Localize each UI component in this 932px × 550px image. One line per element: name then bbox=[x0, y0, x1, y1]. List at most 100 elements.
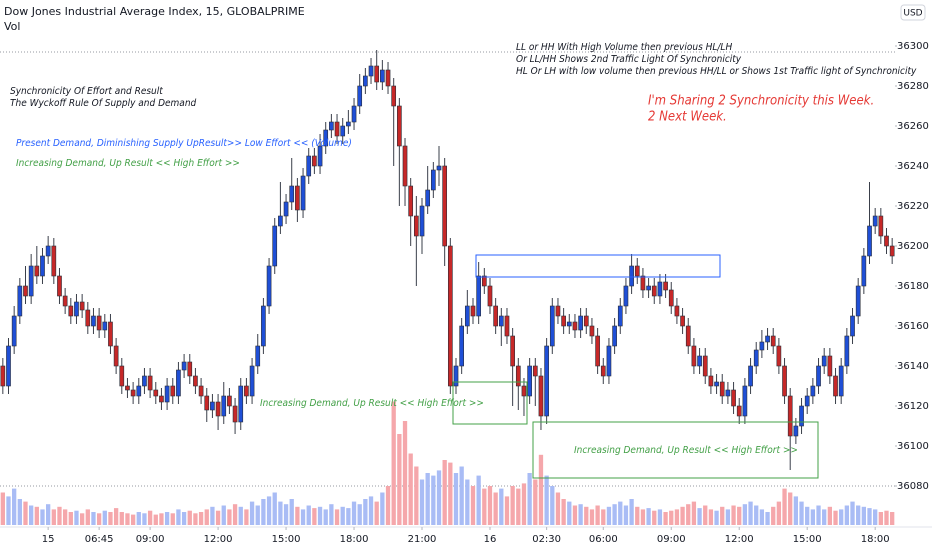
candle-body bbox=[62, 295, 68, 307]
candle-body bbox=[306, 155, 312, 177]
candle-body bbox=[765, 335, 770, 343]
candle-body bbox=[810, 385, 816, 397]
volume-bar bbox=[833, 510, 838, 525]
volume-bar bbox=[669, 510, 674, 525]
volume-bar bbox=[442, 460, 447, 525]
candle-body bbox=[821, 355, 827, 367]
volume-bar bbox=[62, 509, 68, 525]
volume-bar bbox=[504, 496, 510, 525]
x-tick-label: 06:45 bbox=[85, 534, 114, 545]
volume-bar bbox=[742, 504, 748, 525]
candle-body bbox=[385, 69, 391, 87]
candle-body bbox=[680, 315, 685, 327]
candle-body bbox=[532, 365, 538, 377]
volume-bar bbox=[300, 509, 306, 525]
candle-body bbox=[255, 345, 261, 367]
rule-note: Or LL/HH Shows 2nd Traffic Light Of Sync… bbox=[516, 54, 742, 65]
candle-body bbox=[804, 395, 810, 407]
candle-body bbox=[17, 285, 23, 317]
volume-bar bbox=[414, 466, 419, 525]
volume-bar bbox=[572, 505, 578, 525]
candle-body bbox=[198, 385, 204, 397]
volume-bar bbox=[232, 504, 238, 525]
volume-bar bbox=[79, 513, 85, 525]
y-tick-label: 36160 bbox=[897, 321, 929, 332]
volume-bar bbox=[856, 505, 861, 525]
volume-bar bbox=[323, 509, 328, 525]
volume-bar bbox=[827, 506, 833, 525]
candle-body bbox=[629, 265, 634, 287]
candle-body bbox=[181, 361, 187, 371]
volume-bar bbox=[23, 501, 28, 525]
volume-bar bbox=[618, 501, 623, 525]
volume-bar bbox=[861, 506, 866, 525]
volume-bar bbox=[57, 506, 62, 525]
volume-bar bbox=[164, 512, 170, 525]
candle-body bbox=[742, 385, 748, 417]
candle-body bbox=[527, 365, 532, 397]
candle-body bbox=[85, 309, 91, 327]
volume-bar bbox=[510, 486, 515, 525]
currency-box[interactable] bbox=[900, 4, 926, 21]
candle-body bbox=[295, 185, 300, 211]
volume-bar bbox=[810, 509, 816, 525]
volume-bar bbox=[130, 514, 136, 525]
volume-bar bbox=[799, 501, 804, 525]
volume-bar bbox=[499, 488, 504, 525]
y-tick-label: 36100 bbox=[897, 441, 929, 452]
candle-body bbox=[193, 375, 198, 387]
demand-note: Increasing Demand, Up Result << High Eff… bbox=[574, 445, 798, 456]
candle-body bbox=[453, 365, 459, 387]
candle-body bbox=[232, 405, 238, 423]
volume-bar bbox=[703, 505, 708, 525]
candle-body bbox=[91, 315, 96, 327]
volume-bar bbox=[45, 504, 51, 525]
volume-bar bbox=[731, 505, 736, 525]
candle-body bbox=[176, 369, 181, 397]
volume-bar bbox=[193, 513, 198, 525]
candle-body bbox=[600, 365, 606, 377]
candle-body bbox=[646, 285, 651, 291]
candle-body bbox=[283, 201, 289, 217]
candle-body bbox=[357, 85, 363, 107]
candle-body bbox=[515, 365, 521, 387]
candle-body bbox=[11, 315, 17, 347]
volume-bar bbox=[147, 510, 153, 525]
volume-bar bbox=[289, 499, 294, 525]
volume-bar bbox=[68, 512, 73, 525]
candle-body bbox=[368, 65, 374, 77]
candle-body bbox=[119, 365, 125, 387]
volume-bar bbox=[85, 509, 90, 525]
volume-bar bbox=[187, 510, 192, 525]
candle-body bbox=[113, 345, 119, 367]
candle-body bbox=[142, 375, 147, 387]
candle-body bbox=[787, 395, 793, 437]
candle-body bbox=[583, 315, 589, 327]
volume-bar bbox=[782, 488, 787, 525]
rule-note: LL or HH With High Volume then previous … bbox=[516, 42, 732, 53]
volume-bar bbox=[51, 509, 56, 525]
candle-body bbox=[782, 365, 787, 397]
volume-bar bbox=[816, 505, 821, 525]
candle-body bbox=[844, 335, 850, 367]
candle-body bbox=[731, 389, 736, 407]
volume-bar bbox=[635, 506, 640, 525]
volume-bar bbox=[470, 486, 476, 525]
candle-body bbox=[872, 215, 878, 227]
sharing-note: 2 Next Week. bbox=[648, 110, 727, 125]
candle-body bbox=[487, 285, 493, 307]
candle-body bbox=[408, 185, 414, 217]
candle-body bbox=[278, 215, 283, 227]
sharing-note: I'm Sharing 2 Synchronicity this Week. bbox=[648, 94, 874, 109]
candle-body bbox=[493, 305, 498, 327]
currency[interactable]: USD bbox=[903, 9, 922, 19]
candle-body bbox=[555, 305, 561, 317]
volume-bar bbox=[170, 513, 175, 525]
candle-body bbox=[170, 385, 176, 397]
candle-body bbox=[623, 285, 629, 307]
volume-bar bbox=[272, 492, 277, 525]
volume-bar bbox=[680, 506, 685, 525]
candle-body bbox=[414, 215, 419, 237]
volume-bar bbox=[176, 509, 181, 525]
volume-bar bbox=[839, 509, 844, 525]
